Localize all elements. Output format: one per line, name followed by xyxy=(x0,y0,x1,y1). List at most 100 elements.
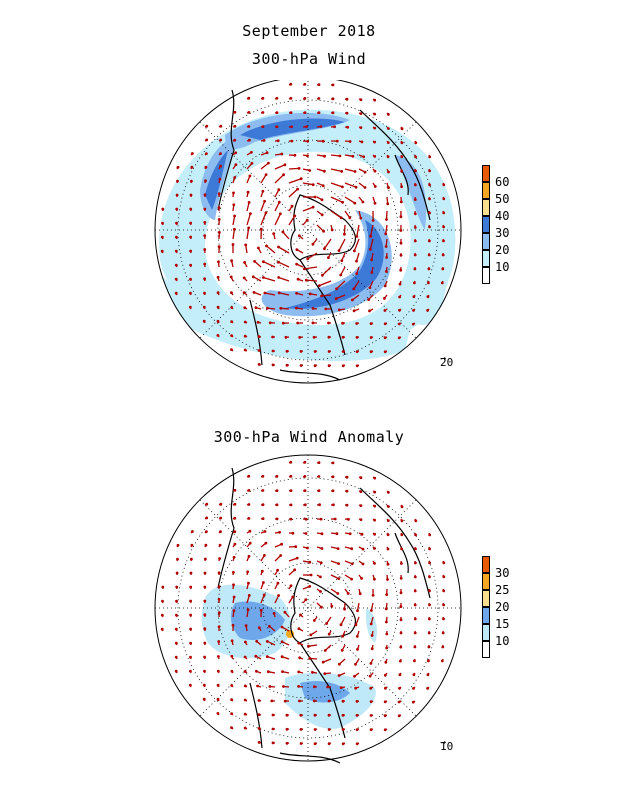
wind-vector-head xyxy=(270,699,274,703)
top-reference-value: 20 xyxy=(440,356,454,369)
wind-vector xyxy=(355,616,360,626)
wind-vector-head xyxy=(397,336,401,340)
wind-vector-head xyxy=(266,670,270,674)
wind-vector-head xyxy=(336,547,340,550)
wind-vector-head xyxy=(428,225,431,229)
wind-vector-head xyxy=(359,518,363,521)
wind-vector-head xyxy=(427,645,431,649)
wind-vector-head xyxy=(257,713,261,716)
wind-vector-head xyxy=(253,260,256,263)
wind-vector-head xyxy=(373,476,377,480)
wind-vector-head xyxy=(161,599,164,603)
wind-vector-head xyxy=(265,151,269,155)
wind-vector-head xyxy=(386,547,390,551)
wind-vector xyxy=(274,174,285,184)
wind-anomaly-map-polar xyxy=(154,454,462,764)
wind-vector-head xyxy=(428,211,431,215)
wind-vector xyxy=(288,167,300,170)
wind-vector-head xyxy=(413,239,417,243)
wind-vector-head xyxy=(262,593,266,597)
wind-vector-head xyxy=(293,568,297,572)
wind-vector-head xyxy=(368,248,372,251)
wind-vector-head xyxy=(441,253,445,257)
wind-vector-head xyxy=(230,639,234,643)
wind-vector-head xyxy=(232,609,236,612)
wind-vector-head xyxy=(327,256,330,259)
wind-vector-head xyxy=(412,309,415,312)
wind-vector-head xyxy=(341,335,345,339)
wind-vector-head xyxy=(299,177,303,181)
wind-vector-head xyxy=(248,138,251,142)
wind-vector-head xyxy=(261,125,265,129)
wind-vector-head xyxy=(216,334,220,337)
wind-vector-head xyxy=(306,546,309,550)
wind-vector-head xyxy=(280,655,284,659)
wind-vector-head xyxy=(268,624,271,628)
wind-vector-head xyxy=(359,504,363,507)
wind-vector-head xyxy=(426,687,429,690)
wind-vector-head xyxy=(216,697,220,701)
wind-vector-head xyxy=(373,98,377,102)
wind-vector-head xyxy=(355,700,359,703)
wind-vector-head xyxy=(289,503,293,507)
wind-vector xyxy=(263,261,276,268)
wind-vector-head xyxy=(343,607,346,611)
wind-vector-head xyxy=(255,639,259,643)
wind-vector-head xyxy=(283,699,287,703)
wind-vector-head xyxy=(355,235,359,238)
wind-vector-head xyxy=(341,713,345,717)
wind-vector-head xyxy=(398,295,401,299)
wind-vector-head xyxy=(413,631,417,635)
wind-vector-head xyxy=(373,532,376,536)
wind-vector-head xyxy=(369,234,372,238)
wind-vector xyxy=(356,224,360,237)
wind-vector-head xyxy=(362,155,366,159)
anomaly-shading xyxy=(201,584,377,729)
wind-vector-head xyxy=(323,672,327,675)
wind-vector-head xyxy=(323,247,326,251)
wind-vector-head xyxy=(426,295,430,299)
wind-vector-head xyxy=(400,505,404,509)
wind-vector-head xyxy=(304,532,308,535)
wind-vector-head xyxy=(345,97,349,101)
wind-vector-head xyxy=(160,235,164,239)
wind-vector-head xyxy=(272,612,276,615)
wind-vector-head xyxy=(341,350,345,353)
wind-vector-head xyxy=(203,655,207,659)
wind-vector-head xyxy=(333,517,337,521)
wind-vector xyxy=(353,238,360,252)
wind-vector-head xyxy=(233,227,236,231)
wind-vector-head xyxy=(174,277,178,281)
wind-vector-head xyxy=(341,364,345,368)
wind-vector-head xyxy=(174,669,178,673)
wind-vector-head xyxy=(190,543,194,547)
wind-vector-head xyxy=(308,560,312,564)
wind-vector-head xyxy=(335,139,339,143)
wind-vector-head xyxy=(333,125,336,129)
wind-vector-head xyxy=(277,260,280,264)
wind-vector-head xyxy=(275,96,279,100)
wind-vector-head xyxy=(386,519,390,522)
wind-vector-head xyxy=(277,200,281,204)
wind-vector-head xyxy=(399,659,402,663)
bottom-colorbar: 30 25 20 15 10 xyxy=(482,556,542,666)
colorbar-swatch xyxy=(482,556,490,573)
wind-vector-head xyxy=(248,174,252,178)
map-boundary xyxy=(154,80,462,384)
wind-map-polar xyxy=(154,80,462,384)
wind-vector-head xyxy=(252,291,256,294)
wind-vector-head xyxy=(205,138,209,142)
wind-vector-head xyxy=(414,169,417,173)
wind-vector-head xyxy=(242,291,246,295)
colorbar-label: 30 xyxy=(495,566,510,580)
wind-vector-head xyxy=(299,364,303,367)
wind-vectors xyxy=(160,82,446,368)
wind-vector-head xyxy=(398,308,401,312)
wind-vector-head xyxy=(369,714,373,717)
wind-vector-head xyxy=(327,728,331,731)
wind-vector xyxy=(260,201,266,212)
wind-vector-head xyxy=(442,197,446,201)
wind-vector-head xyxy=(319,590,322,593)
wind-vector-head xyxy=(257,626,261,630)
wind-vector-head xyxy=(317,284,321,287)
